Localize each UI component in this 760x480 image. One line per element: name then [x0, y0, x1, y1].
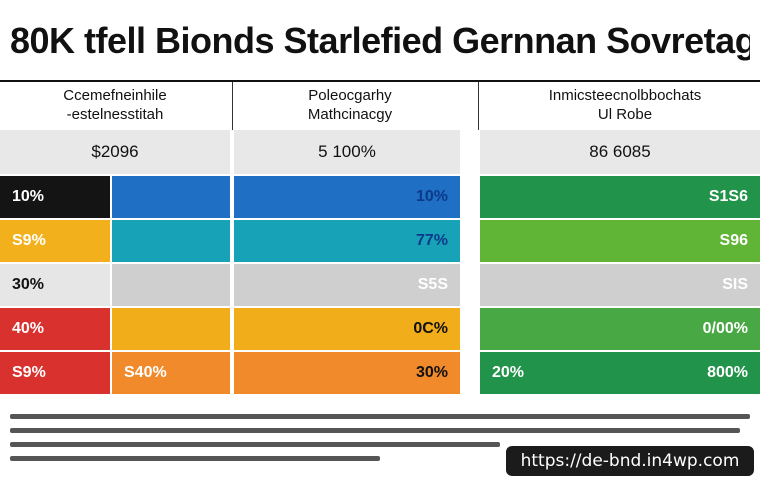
chart-segment-r3-right: SIS [480, 264, 760, 306]
fine-print-line [10, 456, 380, 461]
segment-label: S5S [417, 276, 448, 293]
chart-segment-r5-left: S9% [0, 352, 110, 394]
chart-segment-r2-left: S9% [0, 220, 110, 262]
segment-label: S96 [719, 232, 748, 249]
chart-segment-r3-mid2: S5S [234, 264, 460, 306]
fine-print-line [10, 414, 750, 419]
column-header-2-line2: Mathcinacgy [307, 106, 393, 123]
column-header-2-line1: Poleocgarhy [308, 87, 392, 104]
column-header-1-line1: Ccemefneinhile [63, 87, 167, 104]
column-header-band: Ccemefneinhile -estelnesstitah Poleocgar… [0, 82, 760, 130]
chart-segment-r1-mid [112, 176, 230, 218]
chart-segment-r4-left: 40% [0, 308, 110, 350]
column-value-3: 86 6085 [480, 130, 760, 174]
chart-segment-r3-mid [112, 264, 230, 306]
segment-label: 0/00% [702, 320, 748, 337]
column-value-2: 5 100% [234, 130, 460, 174]
segment-label: 77% [415, 232, 448, 249]
chart-segment-r1-right: S1S6 [480, 176, 760, 218]
segment-label: 0C% [413, 320, 448, 337]
column-header-1: Ccemefneinhile -estelnesstitah [10, 86, 220, 130]
segment-label: 800% [707, 364, 748, 381]
title-band: 80K tfell Bionds Starlefied Gernnan Sovr… [0, 0, 760, 82]
chart-segment-r5-right: 20% 800% [480, 352, 760, 394]
column-header-3-line1: Inmicsteecnolbbochats [548, 87, 702, 104]
chart-segment-r5-mid2: 30% [234, 352, 460, 394]
fine-print-line [10, 428, 740, 433]
chart-segment-r4-mid2: 0C% [234, 308, 460, 350]
segment-label: S9% [12, 364, 46, 381]
chart-segment-r4-mid [112, 308, 230, 350]
segment-label: 30% [415, 364, 448, 381]
segment-label: 30% [12, 276, 45, 293]
column-divider [232, 82, 233, 130]
column-header-3-line2: Ul Robe [597, 106, 653, 123]
segment-label: 10% [12, 188, 45, 205]
column-value-1: $2096 [0, 130, 230, 174]
chart-segment-r2-mid [112, 220, 230, 262]
chart-segment-r1-mid2: 10% [234, 176, 460, 218]
column-header-2: Poleocgarhy Mathcinacgy [240, 86, 460, 130]
chart-segment-r4-right: 0/00% [480, 308, 760, 350]
source-url-badge[interactable]: https://de-bnd.in4wp.com [506, 446, 754, 476]
chart-segment-r5-mid: S40% [112, 352, 230, 394]
segment-label: S9% [12, 232, 46, 249]
column-header-1-line2: -estelnesstitah [66, 106, 164, 123]
chart-segment-r3-left: 30% [0, 264, 110, 306]
fine-print-line [10, 442, 500, 447]
segment-label: 20% [492, 364, 525, 381]
segment-label: S1S6 [708, 188, 748, 205]
segment-label: 10% [415, 188, 448, 205]
segment-label: 40% [12, 320, 45, 337]
segment-label: S40% [124, 364, 167, 381]
chart-title: 80K tfell Bionds Starlefied Gernnan Sovr… [10, 20, 750, 61]
segment-label: SIS [722, 276, 748, 293]
column-header-3: Inmicsteecnolbbochats Ul Robe [500, 86, 750, 130]
chart-segment-r2-right: S96 [480, 220, 760, 262]
chart-segment-r1-left: 10% [0, 176, 110, 218]
chart-segment-r2-mid2: 77% [234, 220, 460, 262]
column-divider [478, 82, 479, 130]
